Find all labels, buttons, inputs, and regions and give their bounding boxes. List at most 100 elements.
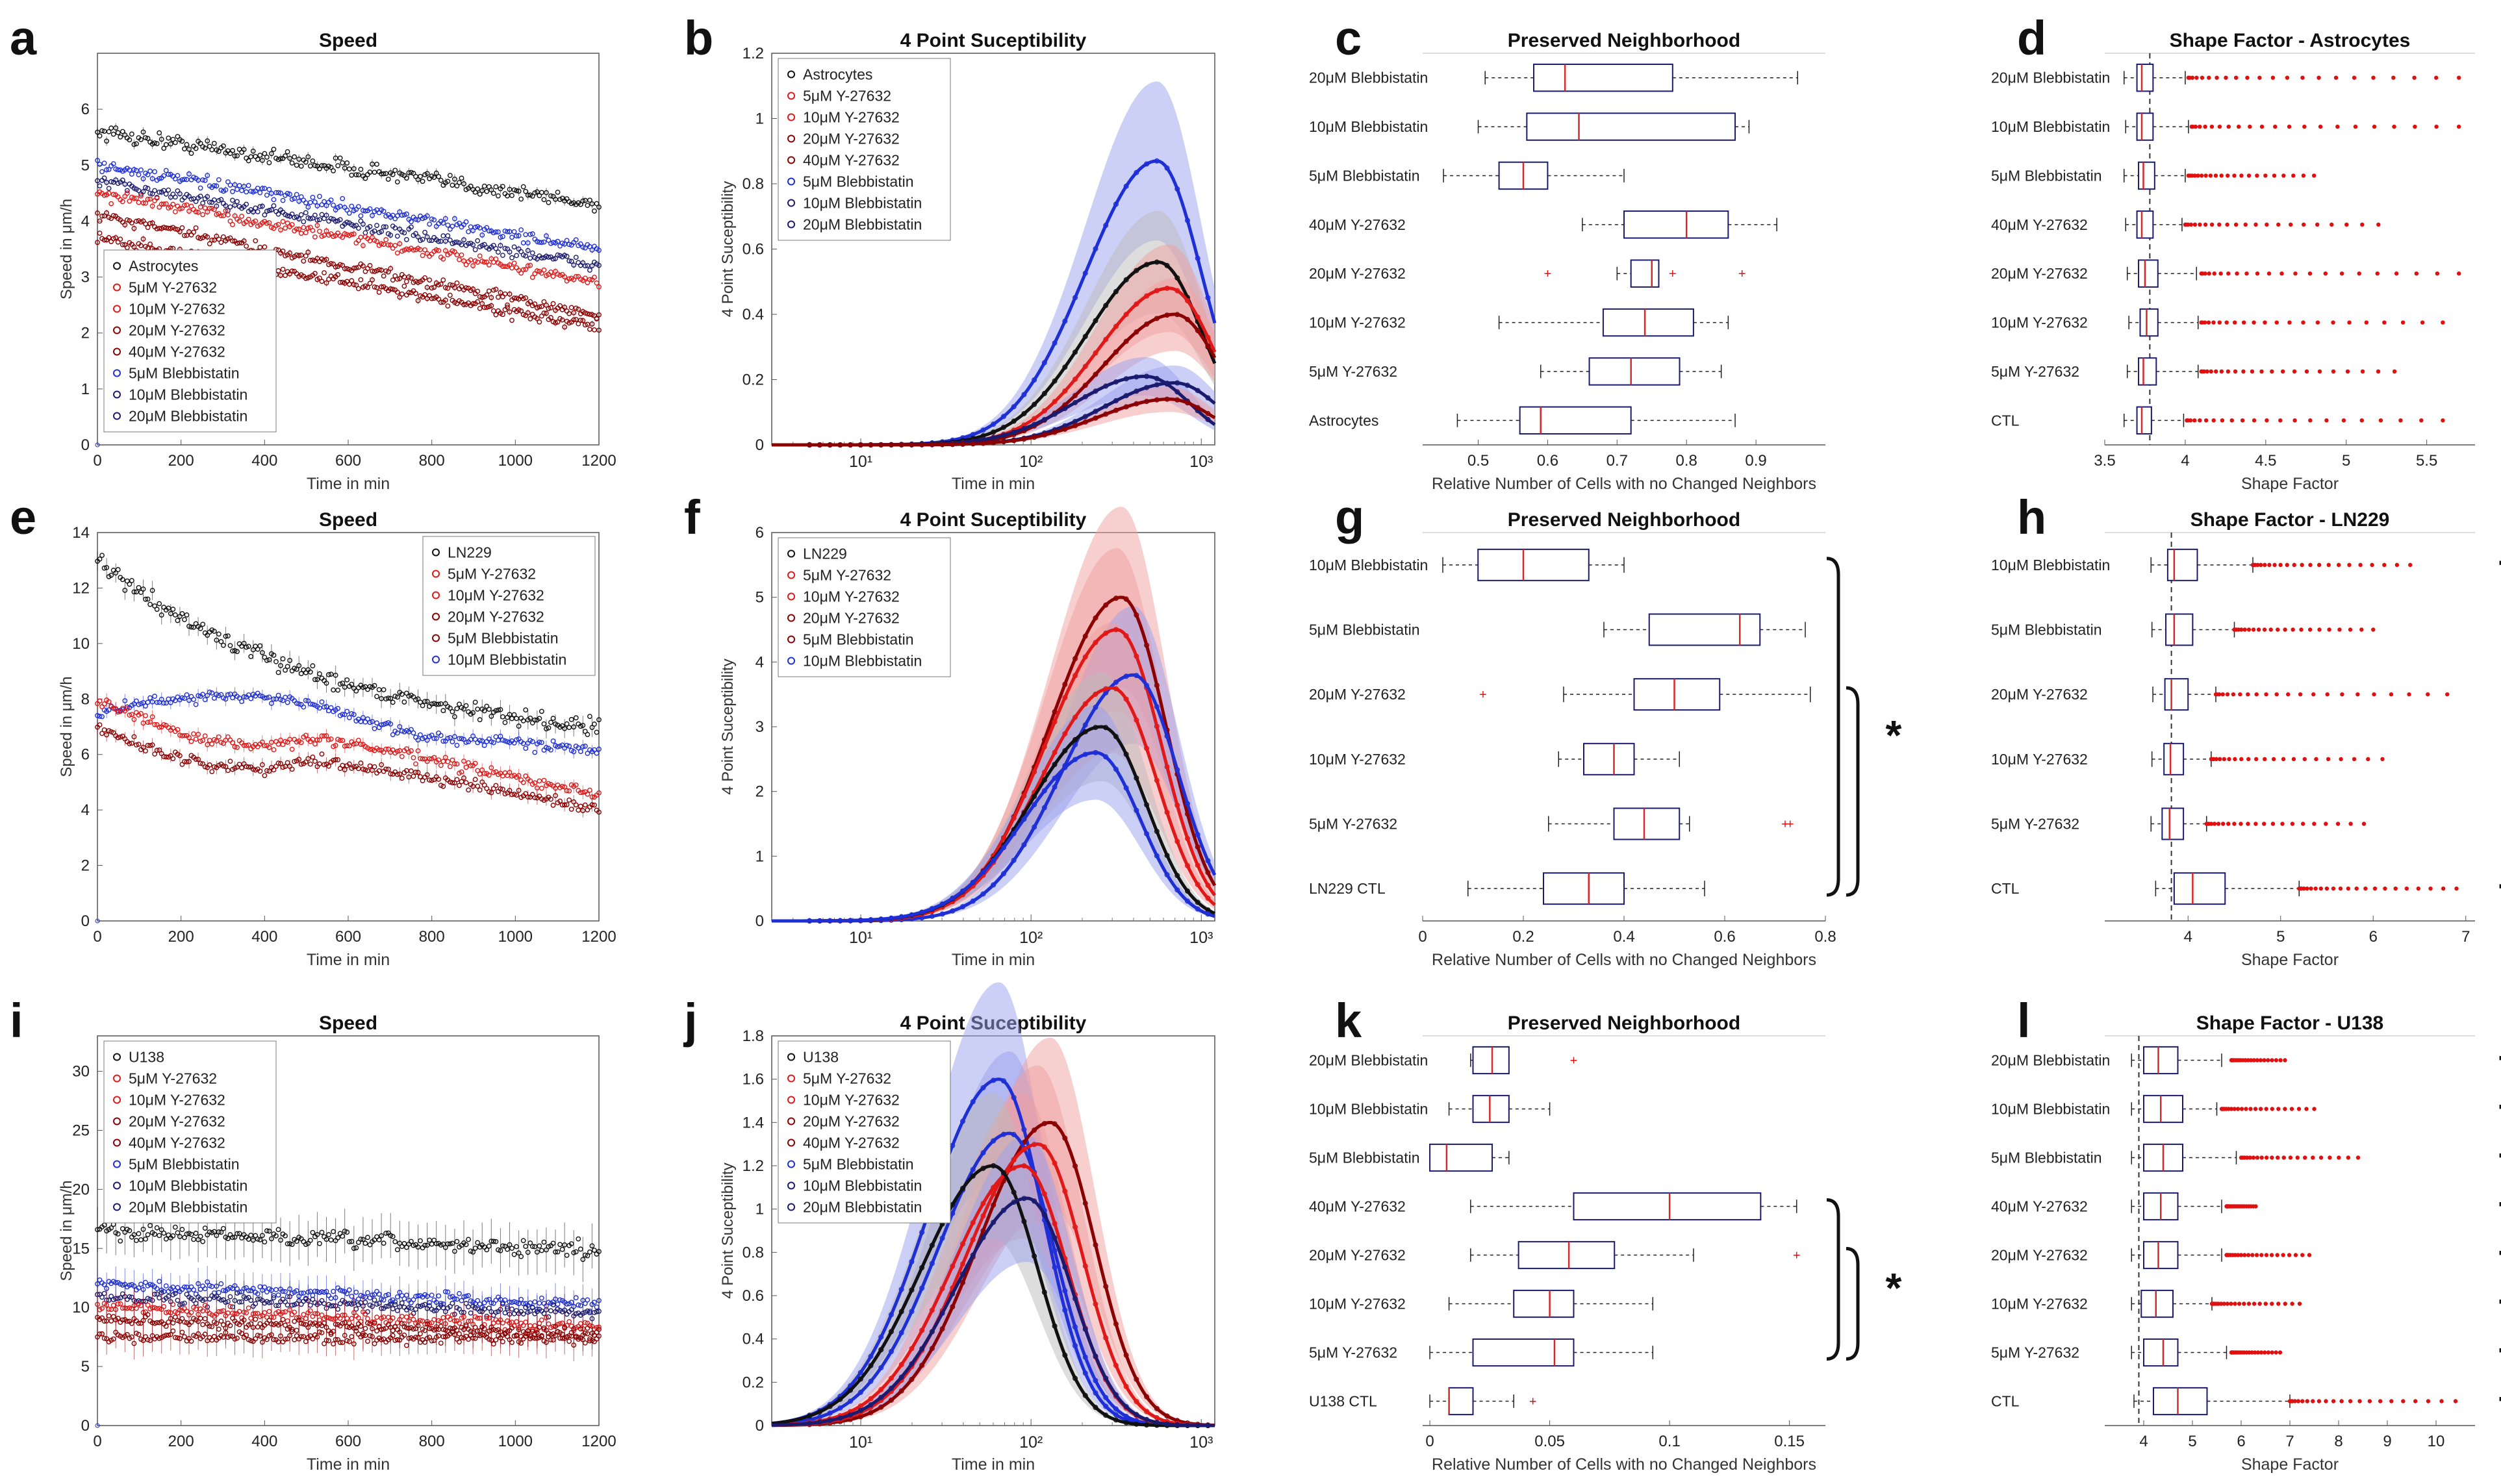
data-point bbox=[564, 238, 570, 244]
data-point bbox=[1082, 364, 1088, 370]
data-point bbox=[509, 255, 514, 260]
data-point bbox=[548, 193, 553, 199]
y-tick-label: 4 bbox=[755, 653, 764, 671]
legend-item: 10μM Blebbistatin bbox=[787, 195, 922, 212]
outlier-point bbox=[2413, 124, 2417, 129]
outlier-point bbox=[2246, 822, 2250, 826]
data-point bbox=[596, 327, 602, 333]
data-point bbox=[379, 229, 385, 234]
outlier-point bbox=[2372, 692, 2376, 697]
category-label: 5μM Y-27632 bbox=[1991, 363, 2079, 380]
data-point bbox=[1164, 165, 1170, 171]
y-tick-label: 10 bbox=[72, 1299, 90, 1316]
data-point bbox=[244, 644, 249, 650]
data-point bbox=[578, 803, 583, 809]
outlier-point bbox=[2233, 222, 2239, 227]
outlier-point bbox=[2337, 562, 2341, 568]
legend-item: 10μM Blebbistatin bbox=[787, 653, 922, 670]
outlier-point bbox=[2292, 418, 2297, 423]
data-point bbox=[429, 285, 435, 291]
data-point bbox=[392, 1302, 398, 1307]
box-row: 5μM Y-27632- bbox=[1991, 357, 2397, 386]
data-point bbox=[166, 1289, 171, 1294]
data-point bbox=[403, 1292, 409, 1298]
data-point bbox=[223, 187, 229, 193]
x-tick-label: 600 bbox=[335, 452, 361, 470]
outlier-point bbox=[2206, 320, 2211, 325]
x-tick-label: 0.6 bbox=[1714, 928, 1735, 946]
data-point bbox=[546, 306, 552, 311]
x-tick-label: 10³ bbox=[1189, 453, 1213, 471]
data-point bbox=[372, 764, 377, 770]
outlier-point bbox=[2225, 692, 2230, 697]
outlier-point bbox=[2372, 886, 2378, 891]
data-point bbox=[383, 224, 389, 230]
data-point bbox=[518, 270, 524, 276]
category-label: 5μM Y-27632 bbox=[1991, 816, 2079, 833]
data-point bbox=[131, 244, 137, 250]
data-point bbox=[520, 267, 526, 273]
data-point bbox=[205, 138, 210, 144]
data-point bbox=[227, 1294, 233, 1300]
data-point bbox=[440, 220, 446, 226]
data-point bbox=[436, 238, 442, 244]
outlier-point bbox=[2347, 562, 2352, 568]
data-point bbox=[479, 243, 485, 248]
outlier-point bbox=[2273, 124, 2278, 129]
data-point bbox=[298, 212, 304, 218]
data-point bbox=[1134, 388, 1139, 394]
data-point bbox=[376, 686, 382, 692]
outlier-point bbox=[2199, 173, 2204, 178]
y-tick-label: 4 bbox=[81, 801, 90, 819]
outlier-point bbox=[2298, 692, 2303, 697]
x-tick-label: 1200 bbox=[581, 452, 616, 470]
data-point bbox=[218, 240, 224, 245]
data-point bbox=[422, 275, 427, 281]
data-point bbox=[145, 596, 151, 602]
outlier-point bbox=[2215, 75, 2219, 80]
data-point bbox=[232, 203, 238, 208]
data-point bbox=[1103, 223, 1109, 229]
data-point bbox=[857, 442, 863, 447]
data-point bbox=[379, 268, 385, 273]
data-point bbox=[411, 773, 416, 779]
data-point bbox=[381, 242, 387, 247]
data-point bbox=[317, 194, 322, 199]
category-label: 5μM Y-27632 bbox=[1309, 363, 1397, 380]
data-point bbox=[244, 155, 249, 161]
data-point bbox=[97, 231, 103, 236]
outlier-point bbox=[2264, 692, 2268, 697]
outlier-point bbox=[2441, 418, 2445, 423]
data-point bbox=[157, 1295, 162, 1301]
data-point bbox=[898, 442, 904, 447]
data-point bbox=[493, 783, 499, 788]
outlier-point bbox=[2217, 320, 2222, 325]
data-point bbox=[365, 284, 370, 290]
legend-item: 5μM Blebbistatin bbox=[787, 631, 914, 648]
data-point bbox=[259, 186, 265, 192]
data-point bbox=[1154, 158, 1160, 164]
data-point bbox=[555, 319, 561, 325]
data-point bbox=[1073, 393, 1078, 399]
data-point bbox=[292, 154, 298, 160]
data-point bbox=[457, 701, 462, 707]
data-point bbox=[523, 253, 529, 258]
data-point bbox=[184, 612, 190, 618]
data-point bbox=[555, 190, 561, 195]
outlier-point bbox=[2280, 822, 2285, 826]
plus-marker: + bbox=[2498, 542, 2501, 584]
data-point bbox=[445, 303, 451, 309]
panel-label: c bbox=[1335, 11, 1362, 65]
x-axis-label: Relative Number of Cells with no Changed… bbox=[1432, 475, 1816, 493]
data-point bbox=[1073, 376, 1078, 382]
data-point bbox=[246, 158, 251, 164]
data-point bbox=[175, 1285, 181, 1290]
data-point bbox=[283, 253, 288, 258]
legend-label: LN229 bbox=[448, 544, 492, 561]
data-point bbox=[534, 268, 540, 273]
data-point bbox=[322, 1301, 327, 1307]
data-point bbox=[269, 207, 274, 212]
data-point bbox=[140, 586, 146, 592]
data-point bbox=[175, 203, 181, 209]
